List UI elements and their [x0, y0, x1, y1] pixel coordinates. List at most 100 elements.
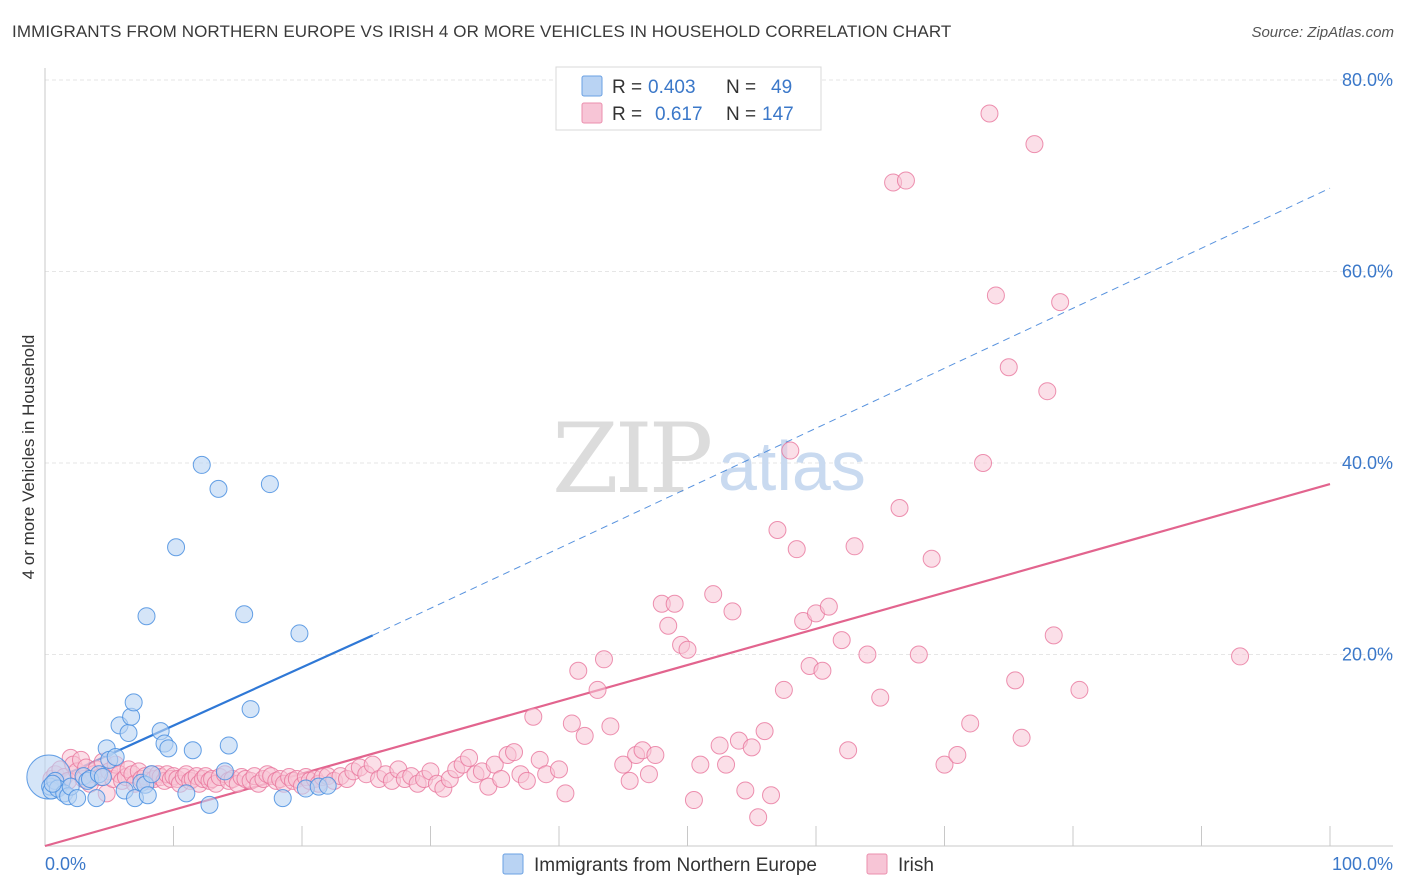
data-point-irish [819, 597, 838, 616]
data-point-irish [742, 738, 761, 757]
data-point-irish [813, 661, 832, 680]
data-point-irish [575, 726, 594, 745]
y-tick-label: 20.0% [1342, 645, 1393, 665]
data-point-irish [1231, 647, 1250, 666]
chart-title: IMMIGRANTS FROM NORTHERN EUROPE VS IRISH… [12, 22, 952, 41]
data-point-irish [768, 521, 787, 540]
y-tick-label: 40.0% [1342, 453, 1393, 473]
data-point-irish [1006, 671, 1025, 690]
data-point-irish [550, 760, 568, 779]
y-tick-labels: 20.0% 40.0% 60.0% 80.0% [1342, 70, 1393, 665]
data-point-northern-europe [183, 741, 202, 760]
data-point-irish [659, 616, 678, 635]
data-point-irish [684, 791, 703, 810]
data-point-northern-europe [260, 475, 279, 494]
data-point-northern-europe [273, 789, 292, 808]
data-point-northern-europe [318, 776, 337, 795]
data-point-irish [858, 645, 877, 664]
data-point-irish [909, 645, 928, 664]
data-point-irish [517, 771, 536, 790]
legend-r-label-2: R = [612, 104, 642, 125]
data-point-irish [1044, 626, 1063, 645]
legend-r-value-2: 0.617 [655, 104, 703, 125]
legend-n-label-2: N = [726, 104, 756, 125]
data-point-irish [871, 688, 890, 707]
x-tick-label: 0.0% [45, 854, 86, 874]
data-point-irish [974, 454, 993, 472]
legend-n-label-1: N = [726, 77, 756, 98]
data-point-irish [755, 722, 774, 741]
data-point-northern-europe [209, 479, 228, 498]
trend-line-northern-europe-extrapolated [372, 187, 1331, 636]
data-point-irish [717, 755, 736, 774]
data-point-northern-europe [68, 789, 87, 808]
data-point-northern-europe [87, 789, 106, 808]
data-point-irish [691, 755, 710, 774]
data-point-northern-europe [200, 795, 219, 814]
legend-bottom-swatch-pink [866, 853, 888, 875]
legend-bottom-swatch-blue [502, 853, 524, 875]
y-axis-title: 4 or more Vehicles in Household [19, 335, 38, 580]
legend-swatch-pink [581, 102, 603, 124]
data-point-irish [736, 781, 755, 800]
gridlines [45, 79, 1393, 655]
watermark-zip: ZIP [552, 403, 711, 515]
data-point-northern-europe [124, 693, 143, 712]
data-point-irish [961, 714, 980, 733]
data-point-irish [665, 594, 684, 613]
data-point-northern-europe [119, 724, 138, 743]
data-point-northern-europe [235, 605, 254, 624]
data-point-northern-europe [43, 774, 62, 793]
data-point-irish [922, 549, 941, 568]
data-point-northern-europe [167, 538, 186, 557]
data-point-irish [639, 765, 658, 784]
data-point-irish [749, 808, 768, 827]
data-point-northern-europe [106, 747, 125, 766]
data-point-irish [588, 680, 607, 699]
data-point-irish [832, 631, 851, 650]
x-ticks [44, 826, 1331, 846]
legend-swatch-blue [581, 75, 603, 97]
data-point-irish [460, 748, 479, 767]
legend-n-value-1: 49 [771, 77, 792, 98]
data-point-northern-europe [138, 786, 157, 805]
legend-n-value-2: 147 [762, 104, 794, 125]
y-tick-label: 60.0% [1342, 262, 1393, 282]
trend-lines [44, 187, 1331, 848]
data-point-irish [601, 717, 620, 736]
data-point-irish [556, 784, 575, 803]
data-point-irish [678, 640, 697, 659]
data-point-irish [890, 499, 909, 518]
data-point-irish [787, 540, 806, 559]
data-point-irish [723, 602, 742, 621]
data-point-irish [999, 358, 1018, 377]
data-point-irish [646, 746, 665, 765]
data-point-northern-europe [159, 739, 178, 758]
data-point-irish [704, 585, 723, 604]
data-point-northern-europe [93, 768, 112, 787]
correlation-legend: R = 0.403 N = 49 R = 0.617 N = 147 [555, 66, 822, 131]
data-point-irish [620, 771, 639, 790]
data-point-northern-europe [192, 455, 211, 474]
data-point-irish [1025, 135, 1044, 154]
data-point-irish [1038, 382, 1057, 401]
data-point-irish [774, 680, 793, 699]
data-point-irish [762, 786, 781, 805]
data-point-irish [948, 746, 967, 765]
y-tick-label: 80.0% [1342, 70, 1393, 90]
series-northern-europe-points [26, 455, 337, 814]
data-point-irish [935, 755, 954, 774]
watermark: ZIP atlas [552, 403, 866, 515]
data-point-irish [710, 736, 729, 755]
legend-bottom-label-northern-europe: Immigrants from Northern Europe [534, 855, 817, 876]
data-point-irish [614, 755, 633, 774]
data-point-irish [562, 714, 581, 733]
data-point-northern-europe [215, 762, 234, 781]
data-point-northern-europe [241, 700, 260, 719]
legend-r-value-1: 0.403 [648, 77, 696, 98]
data-point-northern-europe [290, 624, 309, 643]
data-point-northern-europe [137, 607, 156, 626]
chart-source: Source: ZipAtlas.com [1251, 24, 1394, 41]
data-point-irish [839, 741, 858, 760]
x-tick-labels: 0.0% 100.0% [45, 854, 1393, 874]
